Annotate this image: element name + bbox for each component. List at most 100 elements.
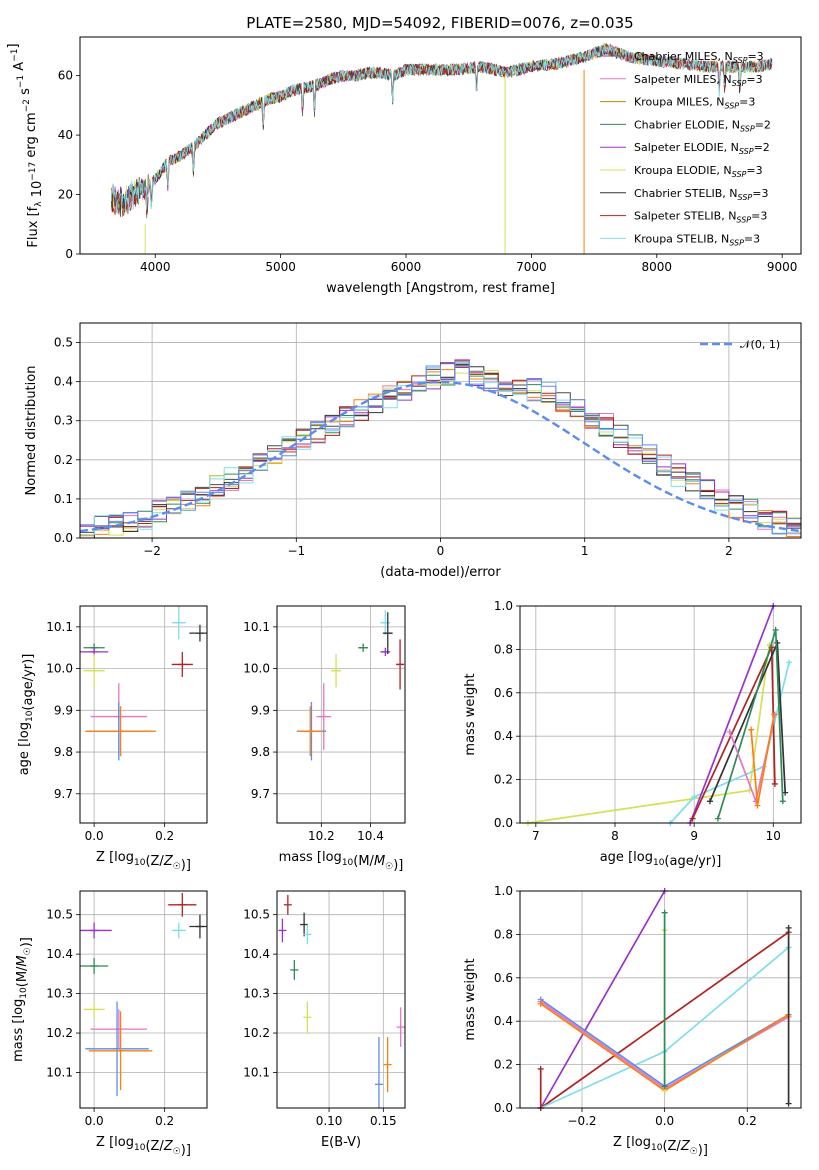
age-vs-metallicity-panel: 0.0 0.2 9.7 9.8 9.9 10.0 10.1 Z [log10(Z/Z☉)] ag…	[17, 605, 208, 873]
y-tick-label: 9.9	[251, 703, 270, 717]
error-bar-point	[90, 1009, 148, 1049]
legend-label: Salpeter ELODIE, NSSP=2	[634, 141, 770, 156]
error-bar-point	[290, 960, 299, 980]
error-bar-point	[85, 706, 156, 757]
y-tick-label: 0.3	[54, 414, 73, 428]
weight-marker	[754, 802, 761, 809]
y-tick-label: 0.2	[54, 453, 73, 467]
x-tick-label: 6000	[391, 260, 422, 274]
axes-frame	[519, 605, 802, 824]
y-tick-label: 0	[65, 247, 73, 261]
error-bar-point	[278, 918, 287, 943]
y-tick-label: 0.0	[54, 531, 73, 545]
x-axis-label: E(B-V)	[321, 1135, 361, 1150]
weight-marker	[748, 726, 755, 733]
weight-marker	[661, 909, 668, 916]
y-axis-label: Flux [fλ 10−17 erg cm−2 s−1 A−1]	[6, 43, 45, 247]
y-tick-label: 0.0	[494, 1101, 513, 1115]
y-tick-label: 10.5	[243, 908, 270, 922]
spectrum-line	[110, 45, 773, 212]
weight-marker	[691, 793, 698, 800]
weight-marker	[785, 924, 792, 931]
y-tick-label: 0.6	[494, 686, 513, 700]
weight-line	[689, 605, 775, 824]
y-tick-label: 10.1	[243, 620, 270, 634]
y-tick-label: 0.2	[494, 1058, 513, 1072]
age-vs-metallicity-plot-area	[80, 606, 207, 761]
x-tick-label: 5000	[265, 260, 296, 274]
y-tick-label: 1.0	[494, 599, 513, 613]
y-tick-label: 0.8	[494, 927, 513, 941]
error-bar-point	[374, 1036, 383, 1108]
x-axis-label: Z [log10(Z/Z☉)]	[96, 850, 191, 873]
legend-label: 𝒩(0, 1)	[740, 338, 780, 351]
y-tick-label: 10.1	[46, 620, 73, 634]
weight-marker	[786, 659, 793, 666]
y-tick-label: 10.3	[46, 987, 73, 1001]
weight-marker	[771, 780, 778, 787]
x-tick-label: −0.2	[567, 1114, 596, 1128]
spectrum-plot-area	[110, 42, 773, 254]
axes-frame	[79, 605, 208, 824]
x-tick-label: 8000	[642, 260, 673, 274]
y-tick-label: 10.4	[46, 947, 73, 961]
x-tick-label: 10	[766, 829, 781, 843]
x-tick-label: −1	[287, 544, 305, 558]
error-bar-point	[83, 653, 105, 688]
x-tick-label: 0.2	[155, 829, 174, 843]
x-tick-label: 0	[437, 544, 445, 558]
error-bar-point	[283, 894, 292, 915]
x-tick-label: 7	[532, 829, 540, 843]
y-tick-label: 0.6	[494, 971, 513, 985]
y-tick-label: 1.0	[494, 884, 513, 898]
legend-label: Kroupa MILES, NSSP=3	[634, 96, 755, 111]
error-bar-point	[396, 1007, 405, 1047]
error-bar-point	[396, 639, 405, 690]
x-axis-label: age [log10(age/yr)]	[600, 850, 722, 869]
x-tick-label: 2	[725, 544, 733, 558]
axes-frame	[79, 36, 802, 255]
axes-frame	[79, 890, 208, 1109]
y-axis-label: mass [log10(M/M☉)]	[11, 937, 34, 1062]
error-bar-point	[331, 653, 341, 688]
figure-title: PLATE=2580, MJD=54092, FIBERID=0076, z=0…	[246, 14, 633, 32]
y-tick-label: 0.0	[494, 816, 513, 830]
error-bar-point	[168, 892, 197, 917]
y-tick-label: 10.3	[243, 987, 270, 1001]
error-bar-point	[85, 1001, 149, 1097]
y-tick-label: 10.4	[243, 947, 270, 961]
x-tick-label: 0.15	[370, 1114, 397, 1128]
y-tick-label: 0.4	[494, 729, 513, 743]
y-tick-label: 9.7	[54, 787, 73, 801]
x-tick-label: 0.2	[738, 1114, 757, 1128]
y-tick-label: 0.5	[54, 336, 73, 350]
x-tick-label: −2	[143, 544, 161, 558]
age-vs-mass-panel: 10.2 10.4 9.7 9.8 9.9 10.0 10.1 mass [log10(M/M…	[243, 605, 406, 873]
y-axis-label: Normed distribution	[24, 366, 39, 496]
x-tick-label: 10.2	[308, 829, 335, 843]
weight-marker	[661, 1083, 668, 1090]
weight-line	[539, 890, 666, 1109]
weight-line	[527, 644, 771, 824]
y-tick-label: 40	[58, 128, 73, 142]
weight-vs-age-plot-area	[524, 603, 793, 826]
y-tick-label: 0.2	[494, 773, 513, 787]
error-bar-point	[171, 651, 193, 677]
normal-curve	[80, 380, 801, 533]
legend-label: Salpeter STELIB, NSSP=3	[634, 210, 767, 225]
axes-frame	[79, 322, 802, 539]
weight-marker	[706, 798, 713, 805]
axes-frame	[519, 890, 802, 1109]
x-tick-label: 0.0	[85, 829, 104, 843]
x-axis-label: Z [log10(Z/Z☉)]	[96, 1135, 191, 1158]
age-vs-mass-plot-area	[296, 610, 405, 761]
y-tick-label: 10.1	[46, 1065, 73, 1079]
y-tick-label: 10.1	[243, 1065, 270, 1079]
weight-marker	[779, 798, 786, 805]
x-axis-label: mass [log10(M/M☉)]	[279, 850, 404, 873]
x-tick-label: 7000	[516, 260, 547, 274]
legend-label: Kroupa ELODIE, NSSP=3	[634, 164, 763, 179]
y-tick-label: 0.4	[54, 375, 73, 389]
legend-label: Chabrier ELODIE, NSSP=2	[634, 118, 771, 133]
legend-label: Kroupa STELIB, NSSP=3	[634, 232, 760, 247]
